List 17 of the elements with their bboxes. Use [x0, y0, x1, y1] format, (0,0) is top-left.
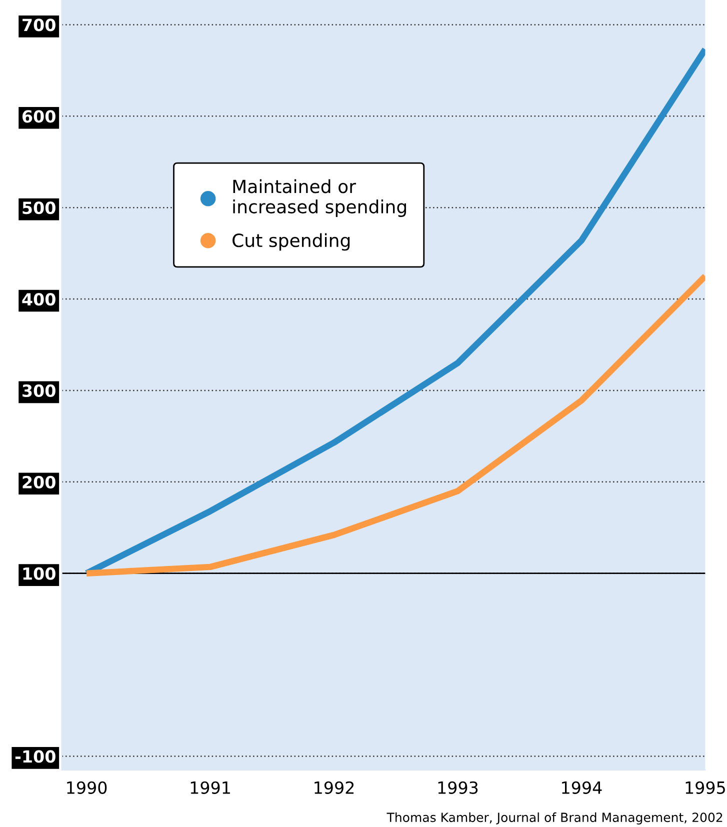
y-tick-label: -100: [15, 750, 56, 763]
text: Thomas Kamber, Journal of Brand Management, 2002: [386, 812, 722, 825]
y-tick-label: 500: [22, 202, 56, 214]
x-tick-label: 1993: [438, 781, 478, 794]
y-tick-label: 600: [22, 110, 56, 123]
legend-label: Cut spending: [232, 233, 350, 251]
x-tick-label: 1992: [314, 781, 354, 794]
y-tick-label: 200: [22, 476, 56, 488]
x-tick-label: 1991: [190, 781, 230, 794]
y-tick-label: 300: [22, 384, 56, 398]
y-tick-label: 400: [22, 292, 56, 306]
y-tick-label: 700: [22, 18, 56, 32]
y-tick-label: 100: [23, 567, 56, 580]
legend-label: Maintained or increased spending: [233, 179, 406, 217]
x-tick-label: 1995: [686, 781, 725, 794]
x-tick-label: 1990: [67, 781, 107, 794]
x-tick-label: 1994: [562, 781, 602, 794]
